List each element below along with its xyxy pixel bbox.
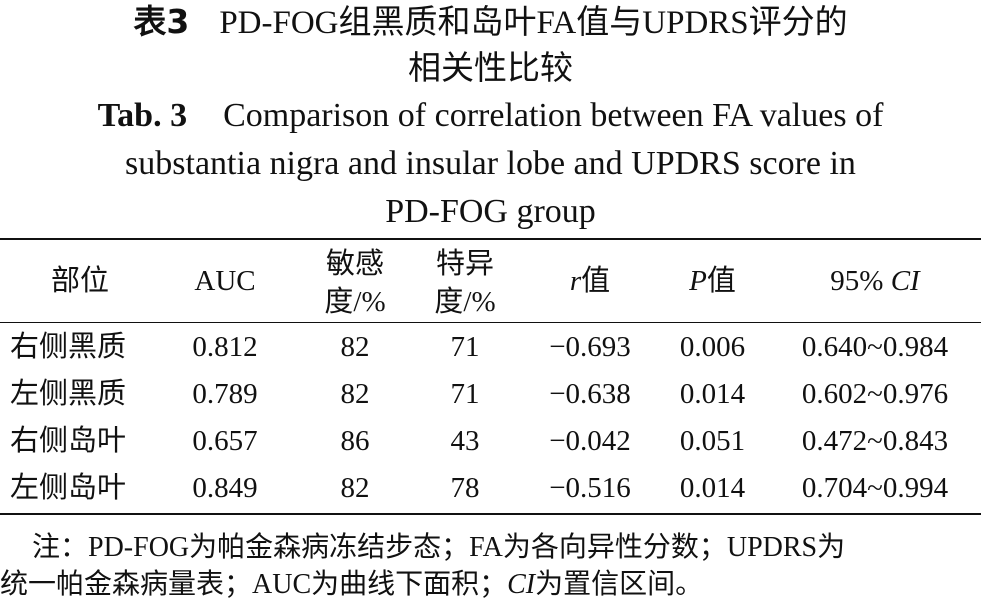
cell-specificity: 78 [450,472,480,504]
header-specificity-line1: 特异 [435,248,494,280]
header-p-value: P值 [689,265,736,297]
cell-sensitivity: 86 [340,425,370,457]
cell-site: 左侧岛叶 [10,472,127,504]
cell-confidence-interval: 0.640~0.984 [801,331,949,363]
cell-auc: 0.849 [192,472,258,504]
cell-auc: 0.789 [192,378,258,410]
header-sensitivity-line1: 敏感 [325,248,384,280]
header-confidence-interval: 95% CI [830,265,920,297]
table-title-en-line3: PD-FOG group [385,193,596,230]
header-site: 部位 [50,265,109,297]
cell-auc: 0.812 [192,331,258,363]
header-specificity-line2: 度/% [434,286,496,318]
cell-specificity: 71 [450,331,480,363]
header-r-value: r值 [569,265,611,297]
ci-abbreviation: CI [507,569,536,600]
header-sensitivity-line2: 度/% [324,286,386,318]
table-title-cn-line1: 表3 PD-FOG组黑质和岛叶FA值与UPDRS评分的 [0,2,981,43]
table-title-cn-text: PD-FOG组黑质和岛叶FA值与UPDRS评分的 [219,5,848,41]
cell-r-value: −0.042 [549,425,631,457]
table-note-line2: 统一帕金森病量表；AUC为曲线下面积；CI为置信区间。 [0,569,704,600]
cell-confidence-interval: 0.704~0.994 [801,472,949,504]
cell-p-value: 0.006 [679,331,746,363]
cell-confidence-interval: 0.602~0.976 [801,378,949,410]
cell-sensitivity: 82 [340,378,370,410]
table-title-cn-line2: 相关性比较 [408,51,573,87]
table-title-en-text: Comparison of correlation between FA val… [223,97,884,134]
cell-site: 左侧黑质 [10,378,127,410]
table-title-en-line1: Tab. 3 Comparison of correlation between … [0,93,981,139]
cell-specificity: 43 [450,425,480,457]
cell-p-value: 0.014 [679,472,746,504]
cell-auc: 0.657 [192,425,258,457]
cell-p-value: 0.051 [679,425,746,457]
cell-sensitivity: 82 [340,472,370,504]
cell-specificity: 71 [450,378,480,410]
header-auc: AUC [194,265,256,297]
cell-confidence-interval: 0.472~0.843 [801,425,949,457]
cell-r-value: −0.516 [549,472,631,504]
table-note-line1: 注：PD-FOG为帕金森病冻结步态；FA为各向异性分数；UPDRS为 [32,532,846,563]
cell-p-value: 0.014 [679,378,746,410]
table-header-rule [0,322,981,323]
cell-r-value: −0.693 [549,331,631,363]
table-number-en: Tab. 3 [97,97,188,134]
cell-r-value: −0.638 [549,378,631,410]
cell-site: 右侧黑质 [10,331,127,363]
cell-sensitivity: 82 [340,331,370,363]
table-top-rule [0,238,981,240]
table-bottom-rule [0,513,981,515]
table-number-cn: 表3 [133,2,190,41]
table-title-en-line2: substantia nigra and insular lobe and UP… [125,145,856,182]
cell-site: 右侧岛叶 [10,425,127,457]
